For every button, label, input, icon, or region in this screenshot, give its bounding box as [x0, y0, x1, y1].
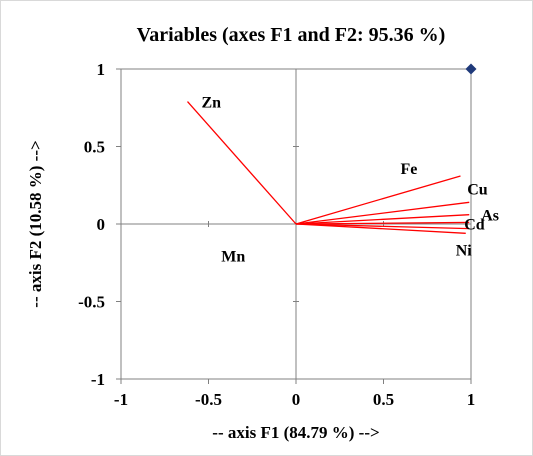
variable-vectors: [187, 101, 470, 234]
y-tick-label: 0: [97, 215, 106, 234]
diamond-marker: [465, 63, 477, 75]
y-tick-label: 1: [97, 60, 106, 79]
x-tick-label: 0: [292, 390, 301, 409]
y-tick-label: 0.5: [84, 138, 105, 157]
label-ni: Ni: [456, 242, 473, 259]
vector-cd: [295, 221, 470, 225]
y-tick-label: -0.5: [78, 293, 105, 312]
label-fe: Fe: [401, 161, 418, 178]
label-as: As: [481, 208, 499, 225]
x-tick-label: 0.5: [373, 390, 394, 409]
vector-as: [295, 214, 470, 225]
marker-group: [465, 63, 477, 75]
x-axis-label: -- axis F1 (84.79 %) -->: [212, 423, 379, 442]
x-tick-label: -1: [114, 390, 128, 409]
x-tick-label: -0.5: [195, 390, 222, 409]
vector-zn: [187, 101, 297, 225]
label-cd: Cd: [464, 216, 485, 233]
y-axis-label: -- axis F2 (10.58 %) -->: [26, 140, 45, 307]
label-cu: Cu: [467, 181, 488, 198]
tick-labels: -1 -0.5 0 0.5 1 1 0.5 0 -0.5 -1: [78, 60, 475, 409]
y-tick-label: -1: [91, 370, 105, 389]
x-tick-label: 1: [467, 390, 476, 409]
label-zn: Zn: [202, 95, 222, 112]
vector-fe: [295, 175, 461, 225]
vector-mn: [295, 223, 470, 230]
chart-title: Variables (axes F1 and F2: 95.36 %): [137, 24, 446, 46]
vector-ni: [295, 223, 466, 234]
label-mn: Mn: [221, 249, 245, 266]
vector-cu: [295, 201, 470, 225]
